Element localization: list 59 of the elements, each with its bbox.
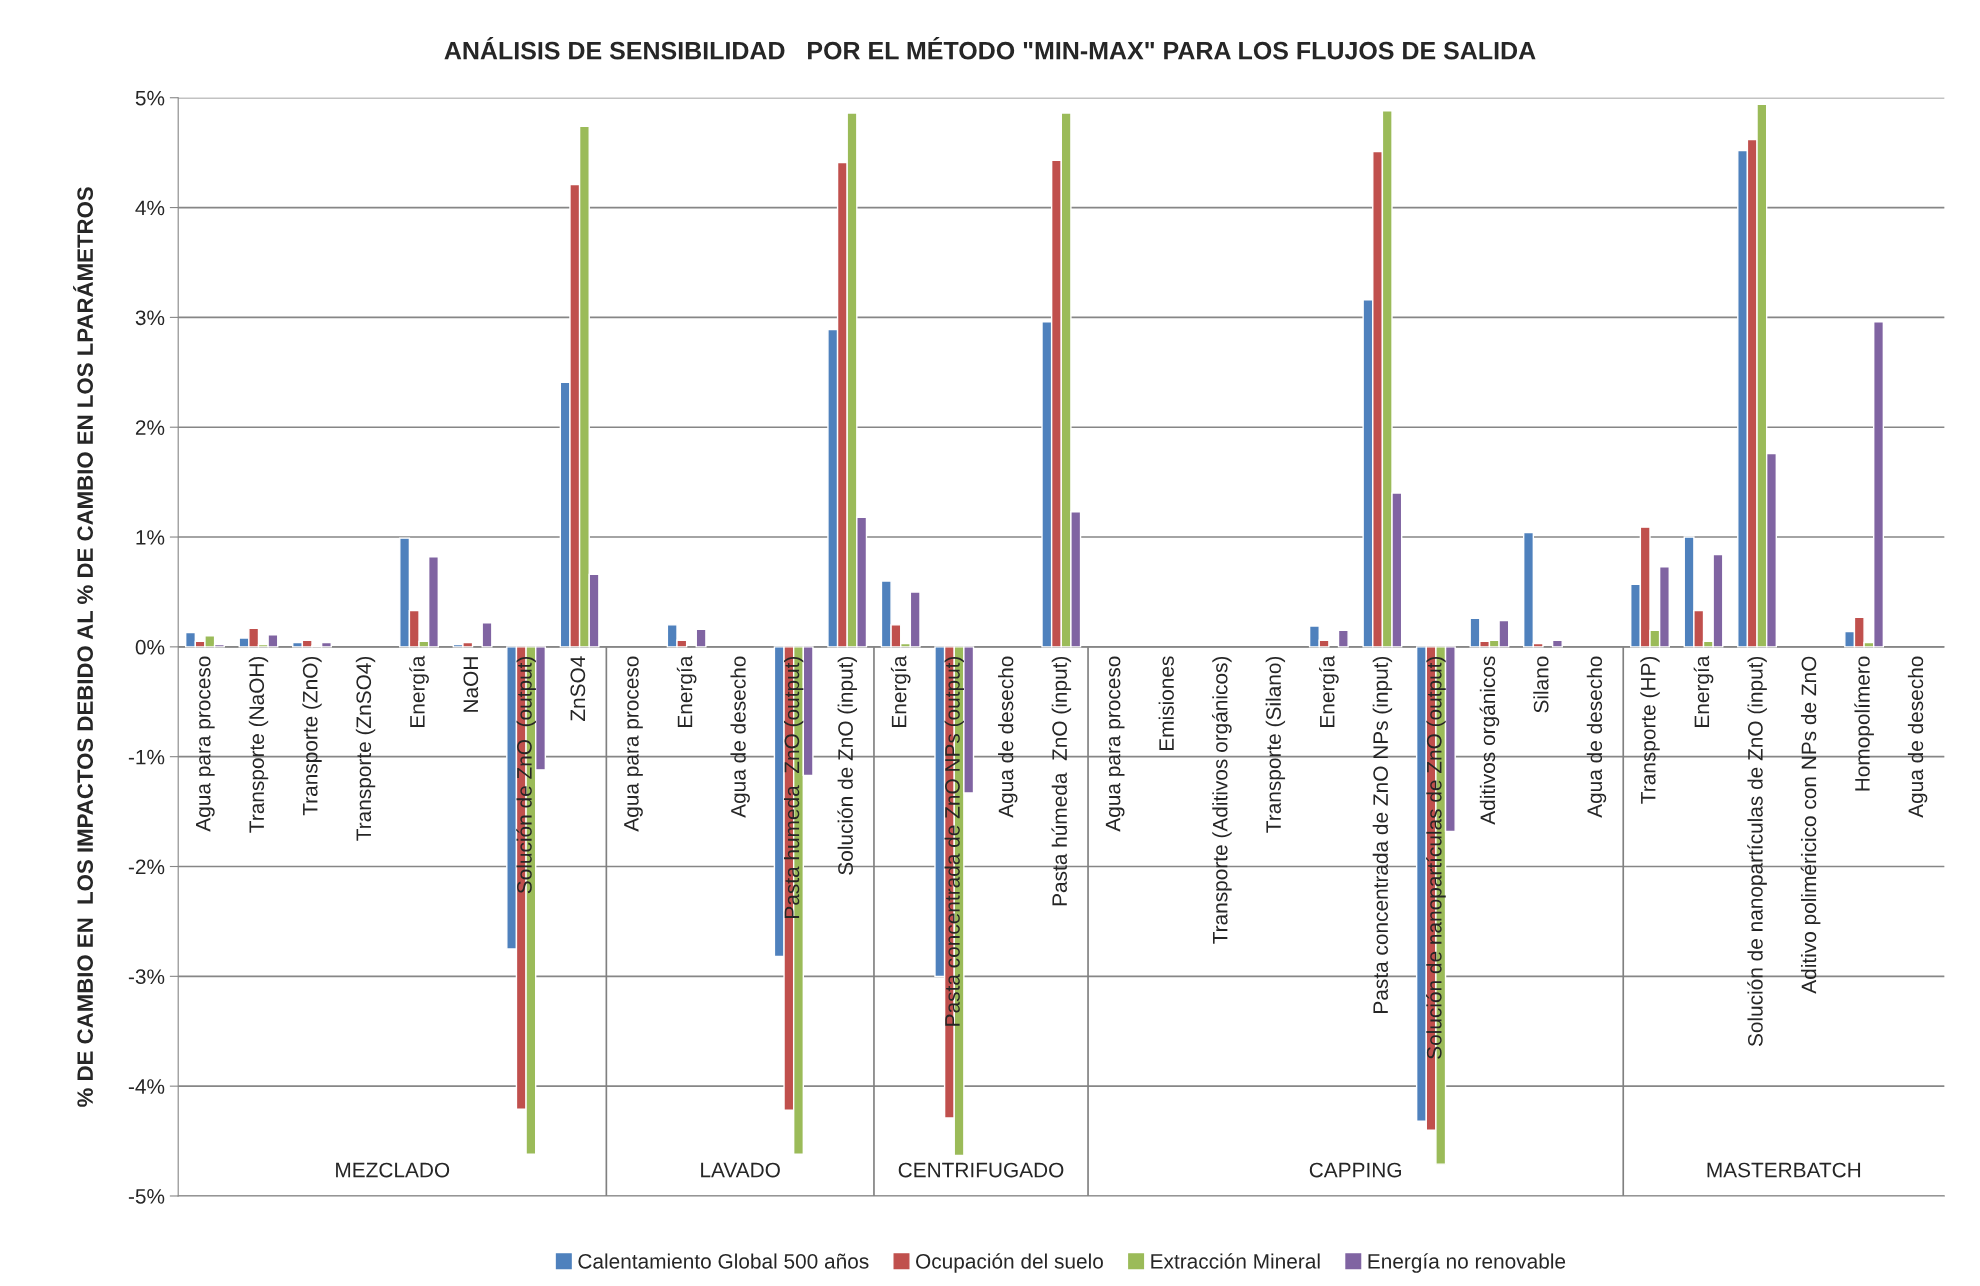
- y-tick-label: 2%: [135, 420, 165, 435]
- y-tick-label: -3%: [128, 969, 165, 985]
- x-tick-label: Agua de desecho: [998, 656, 1018, 818]
- x-tick-label: Transporte (ZnSO4): [355, 656, 376, 841]
- x-tick-label: Energía: [409, 655, 429, 727]
- y-tick-label: 1%: [136, 530, 165, 545]
- x-tick-label: Pasta humeda ZnO (output): [783, 656, 804, 918]
- x-tick-label: ZnSO4: [570, 656, 586, 721]
- x-tick-label: Aditivo poliméricico con NPs de ZnO: [1800, 656, 1821, 994]
- bar: [1551, 639, 1563, 648]
- bar: [1337, 629, 1349, 648]
- x-tick-label: Agua de desecho: [1907, 656, 1928, 818]
- annotation: MASTERBATCH: [1707, 1162, 1861, 1178]
- annotation: LAVADO: [701, 1162, 780, 1178]
- y-tick-label: -2%: [128, 859, 165, 875]
- y-tick-label: -1%: [128, 749, 165, 765]
- x-tick-label: Energía: [1319, 655, 1339, 727]
- x-tick-label: Energía: [1693, 655, 1714, 727]
- x-tick-label: Homopolímero: [1854, 656, 1874, 791]
- chart-title: ANÁLISIS DE SENSIBILIDAD POR EL MÉTODO "MIN-MAX" PARA LOS FLUJOS DE SALIDA: [444, 37, 1536, 60]
- x-tick-label: Agua para proceso: [196, 656, 215, 832]
- y-tick-label: 3%: [135, 310, 165, 326]
- x-tick-label: Transporte (HP): [1640, 656, 1660, 804]
- x-tick-label: Agua de desecho: [1586, 656, 1607, 818]
- x-tick-label: Solución de nanopartículas de ZnO (input): [1747, 656, 1767, 1047]
- x-tick-label: Pasta concentrada de ZnO NPs (output): [944, 656, 964, 1026]
- annotation: CAPPING: [1309, 1162, 1401, 1178]
- x-tick-label: Agua de desecho: [730, 656, 750, 818]
- x-tick-label: Aditivos orgánicos: [1479, 656, 1500, 825]
- legend-label: Energía no renovable: [1368, 1253, 1566, 1273]
- x-tick-label: Transporte (NaOH): [248, 656, 269, 833]
- x-tick-label: Solución de ZnO (input): [837, 656, 858, 875]
- x-tick-label: Transporte (Aditivos orgánicos): [1212, 656, 1232, 944]
- x-tick-label: Energía: [676, 655, 697, 727]
- y-tick-label: 5%: [135, 90, 165, 106]
- x-tick-label: Pasta concentrada de ZnO NPs (input): [1372, 656, 1393, 1013]
- annotation: MEZCLADO: [336, 1162, 450, 1178]
- x-tick-label: Agua para proceso: [624, 656, 643, 832]
- x-tick-label: Silano: [1533, 656, 1549, 713]
- annotation: CENTRIFUGADO: [898, 1162, 1064, 1178]
- y-tick-label: -5%: [128, 1189, 165, 1204]
- legend-label: Calentamiento Global 500 años: [578, 1253, 869, 1269]
- bar: [695, 628, 707, 648]
- y-tick-label: -4%: [128, 1079, 165, 1094]
- x-tick-label: Transporte (ZnO): [302, 656, 322, 816]
- x-tick-label: Emisiones: [1158, 656, 1174, 751]
- y-axis-title: % DE CAMBIO EN LOS IMPACTOS DEBIDO AL % DE CAMBIO EN LOS LPARÁMETROS: [73, 187, 94, 1107]
- x-tick-label: Agua para proceso: [1105, 656, 1125, 832]
- legend-label: Ocupación del suelo: [916, 1253, 1103, 1273]
- bar: [481, 622, 493, 648]
- x-tick-label: Pasta húmeda ZnO (input): [1051, 656, 1072, 906]
- legend-label: Extracción Mineral: [1151, 1253, 1320, 1269]
- x-tick-label: Transporte (Silano): [1265, 656, 1286, 833]
- x-tick-label: Energía: [890, 655, 911, 727]
- y-tick-label: 4%: [135, 200, 165, 216]
- x-tick-label: NaOH: [463, 657, 479, 712]
- y-tick-label: 0%: [135, 639, 165, 655]
- x-tick-label: Solución de ZnO (output): [516, 656, 536, 894]
- x-tick-label: Solución de nanopartículas de ZnO (output): [1426, 656, 1446, 1059]
